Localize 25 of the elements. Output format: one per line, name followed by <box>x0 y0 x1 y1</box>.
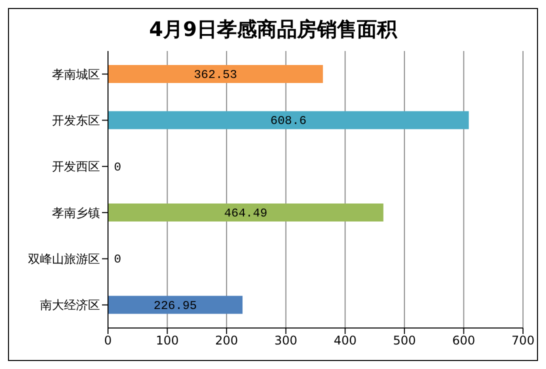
data-label: 226.95 <box>154 298 197 313</box>
data-label: 362.53 <box>194 68 238 82</box>
data-label: 464.49 <box>224 206 268 220</box>
x-tick-label: 0 <box>104 334 112 348</box>
data-label: 608.6 <box>270 114 306 128</box>
x-tick-label: 700 <box>512 334 534 348</box>
x-tick-label: 500 <box>392 334 416 348</box>
data-label: 0 <box>114 160 122 174</box>
bar <box>108 111 469 130</box>
x-tick-label: 200 <box>215 334 238 348</box>
y-tick-label: 双峰山旅游区 <box>28 252 100 266</box>
x-tick-label: 100 <box>156 334 179 348</box>
y-tick-label: 开发东区 <box>52 114 100 128</box>
x-tick-label: 300 <box>274 334 298 348</box>
bar <box>108 204 384 222</box>
y-tick-label: 孝南城区 <box>52 67 100 82</box>
chart-title: 4月9日孝感商品房销售面积 <box>148 16 398 43</box>
x-tick-label: 600 <box>452 334 476 348</box>
y-tick-label: 孝南乡镇 <box>52 206 100 220</box>
y-tick-label: 开发西区 <box>52 160 100 174</box>
bar <box>108 65 323 83</box>
data-label: 0 <box>114 252 122 267</box>
bar <box>108 296 243 314</box>
y-tick-label: 南大经济区 <box>40 298 100 312</box>
x-tick-label: 400 <box>334 334 357 348</box>
